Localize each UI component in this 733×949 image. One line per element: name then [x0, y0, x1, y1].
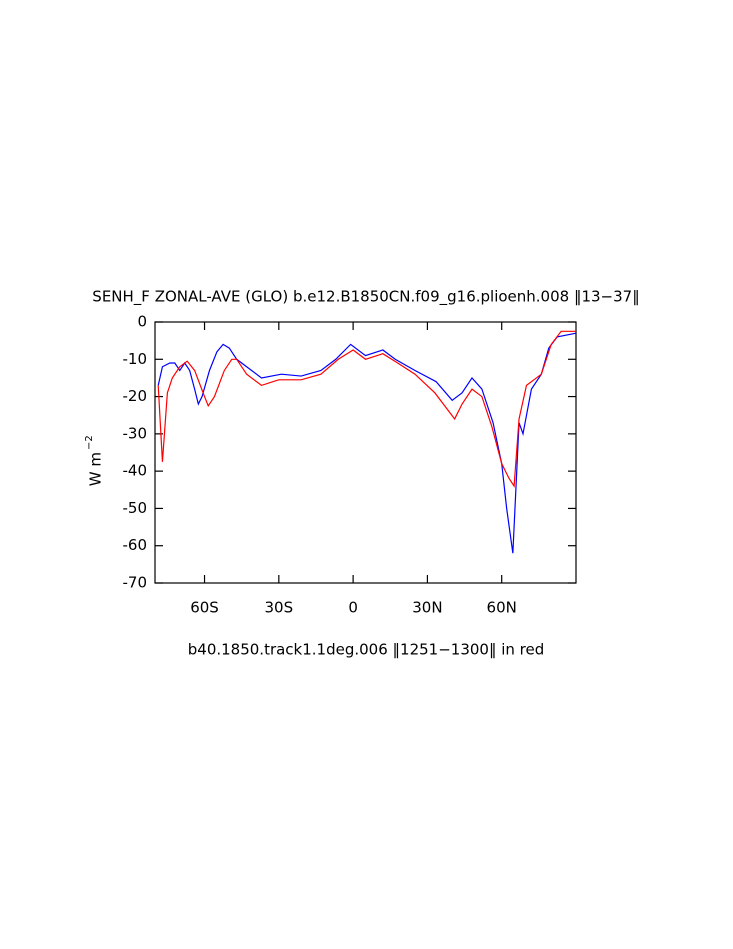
x-tick-label: 60N — [487, 599, 517, 617]
chart-title: SENH_F ZONAL-AVE (GLO) b.e12.B1850CN.f09… — [92, 288, 639, 307]
plot-frame — [154, 321, 577, 584]
y-axis-label: W m −2 — [84, 435, 105, 486]
y-tick-label: -20 — [123, 387, 148, 405]
y-tick-label: -60 — [123, 536, 148, 554]
x-tick-label: 30N — [412, 599, 442, 617]
x-tick-label: 30S — [265, 599, 294, 617]
series-line — [157, 332, 577, 554]
subtitle: b40.1850.track1.1deg.006 ‖1251−1300‖ in … — [188, 641, 545, 659]
y-tick-label: -30 — [123, 424, 148, 442]
series-line — [157, 330, 576, 488]
y-label: W m — [87, 452, 105, 486]
y-tick-label: -50 — [123, 499, 148, 517]
x-tick-label: 60S — [190, 599, 219, 617]
y-label-sup: −2 — [84, 435, 95, 450]
y-tick-label: -70 — [123, 574, 148, 592]
y-tick-label: -10 — [123, 350, 148, 368]
y-tick-label: -40 — [123, 462, 148, 480]
y-tick-label: 0 — [137, 313, 147, 331]
x-tick-label: 0 — [348, 599, 358, 617]
